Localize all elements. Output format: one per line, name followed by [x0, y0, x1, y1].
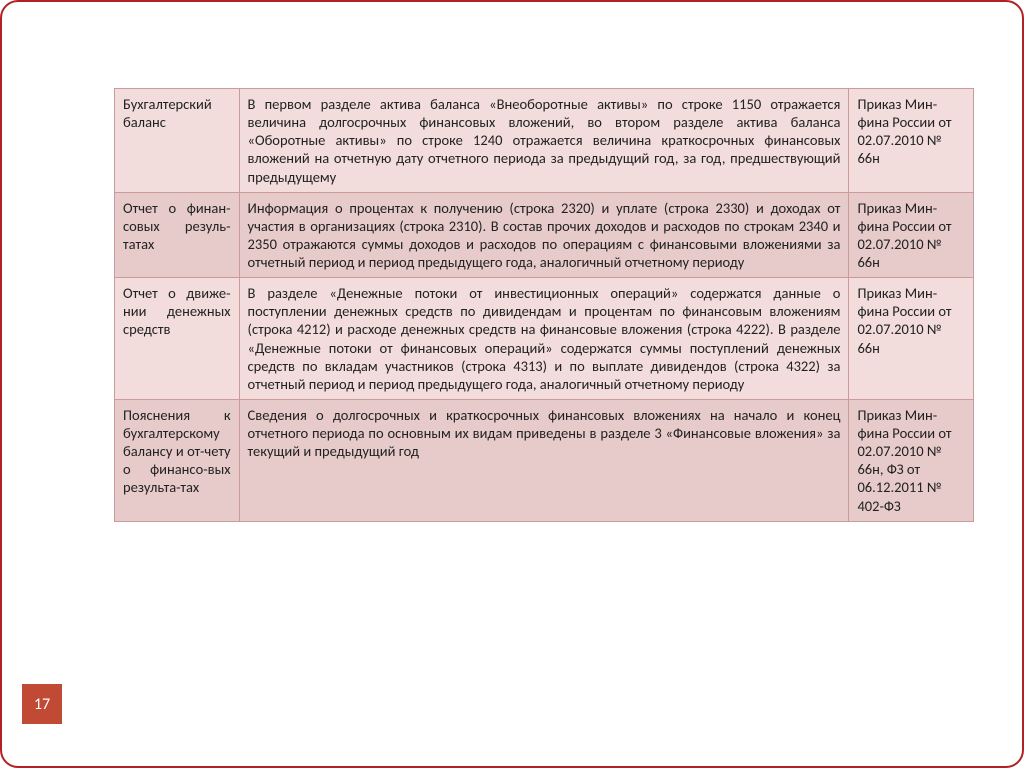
- cell-reference: Приказ Мин-фина России от 02.07.2010 № 6…: [849, 399, 974, 521]
- cell-doc-name: Бухгалтерский баланс: [115, 89, 240, 193]
- slide-frame: Бухгалтерский баланс В первом разделе ак…: [0, 0, 1024, 768]
- table-row: Пояснения к бухгалтерскому балансу и от-…: [115, 399, 974, 521]
- cell-description: В первом разделе актива баланса «Внеобор…: [239, 89, 849, 193]
- table-row: Отчет о движе-нии денежных средств В раз…: [115, 278, 974, 400]
- cell-description: В разделе «Денежные потоки от инвестицио…: [239, 278, 849, 400]
- cell-description: Сведения о долгосрочных и краткосрочных …: [239, 399, 849, 521]
- page-number-badge: 17: [22, 684, 62, 724]
- cell-doc-name: Пояснения к бухгалтерскому балансу и от-…: [115, 399, 240, 521]
- cell-reference: Приказ Мин-фина России от 02.07.2010 № 6…: [849, 89, 974, 193]
- cell-reference: Приказ Мин-фина России от 02.07.2010 № 6…: [849, 278, 974, 400]
- cell-reference: Приказ Мин-фина России от 02.07.2010 № 6…: [849, 192, 974, 278]
- cell-doc-name: Отчет о движе-нии денежных средств: [115, 278, 240, 400]
- table-row: Бухгалтерский баланс В первом разделе ак…: [115, 89, 974, 193]
- cell-description: Информация о процентах к получению (стро…: [239, 192, 849, 278]
- cell-doc-name: Отчет о финан-совых резуль-татах: [115, 192, 240, 278]
- financial-docs-table: Бухгалтерский баланс В первом разделе ак…: [114, 88, 974, 522]
- table-container: Бухгалтерский баланс В первом разделе ак…: [114, 88, 974, 522]
- table-row: Отчет о финан-совых резуль-татах Информа…: [115, 192, 974, 278]
